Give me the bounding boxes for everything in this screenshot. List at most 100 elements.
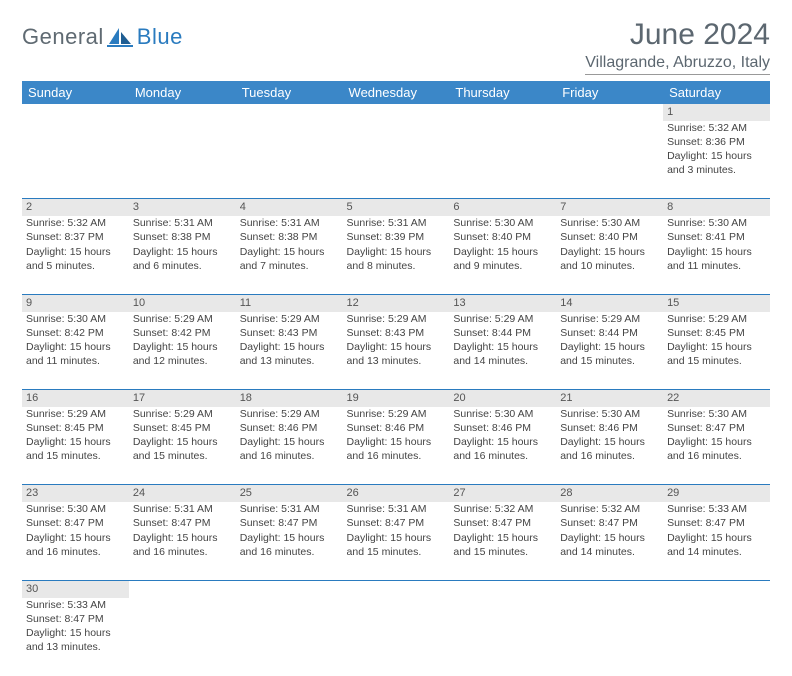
daylight-line: Daylight: 15 hours and 14 minutes. — [560, 531, 659, 559]
day-data-cell: Sunrise: 5:30 AMSunset: 8:40 PMDaylight:… — [556, 216, 663, 294]
day-number-cell: 11 — [236, 294, 343, 311]
sunrise-line: Sunrise: 5:31 AM — [240, 502, 339, 516]
day-data-row: Sunrise: 5:32 AMSunset: 8:36 PMDaylight:… — [22, 121, 770, 199]
daylight-line: Daylight: 15 hours and 15 minutes. — [133, 435, 232, 463]
day-number-cell — [236, 580, 343, 597]
sunset-line: Sunset: 8:47 PM — [560, 516, 659, 530]
day-number-cell: 24 — [129, 485, 236, 502]
day-data-cell: Sunrise: 5:29 AMSunset: 8:44 PMDaylight:… — [556, 312, 663, 390]
day-number-cell: 19 — [343, 390, 450, 407]
day-data-cell: Sunrise: 5:30 AMSunset: 8:46 PMDaylight:… — [556, 407, 663, 485]
day-number-cell: 23 — [22, 485, 129, 502]
day-data-cell: Sunrise: 5:31 AMSunset: 8:38 PMDaylight:… — [236, 216, 343, 294]
day-data-cell: Sunrise: 5:29 AMSunset: 8:45 PMDaylight:… — [663, 312, 770, 390]
daylight-line: Daylight: 15 hours and 15 minutes. — [667, 340, 766, 368]
day-number-cell — [663, 580, 770, 597]
day-data-cell — [236, 598, 343, 676]
daylight-line: Daylight: 15 hours and 14 minutes. — [667, 531, 766, 559]
day-data-cell: Sunrise: 5:30 AMSunset: 8:41 PMDaylight:… — [663, 216, 770, 294]
day-data-cell: Sunrise: 5:29 AMSunset: 8:43 PMDaylight:… — [343, 312, 450, 390]
weekday-header: Wednesday — [343, 81, 450, 104]
weekday-header-row: Sunday Monday Tuesday Wednesday Thursday… — [22, 81, 770, 104]
daylight-line: Daylight: 15 hours and 16 minutes. — [347, 435, 446, 463]
day-number-cell — [343, 104, 450, 121]
weekday-header: Monday — [129, 81, 236, 104]
day-number-cell — [449, 104, 556, 121]
calendar-table: Sunday Monday Tuesday Wednesday Thursday… — [22, 81, 770, 676]
logo-text-blue: Blue — [137, 24, 183, 50]
sunset-line: Sunset: 8:46 PM — [347, 421, 446, 435]
daylight-line: Daylight: 15 hours and 10 minutes. — [560, 245, 659, 273]
daynum-row: 30 — [22, 580, 770, 597]
sunrise-line: Sunrise: 5:29 AM — [133, 312, 232, 326]
logo-text-general: General — [22, 24, 104, 50]
daylight-line: Daylight: 15 hours and 15 minutes. — [26, 435, 125, 463]
day-data-cell — [663, 598, 770, 676]
day-data-cell: Sunrise: 5:29 AMSunset: 8:46 PMDaylight:… — [236, 407, 343, 485]
day-data-cell: Sunrise: 5:31 AMSunset: 8:39 PMDaylight:… — [343, 216, 450, 294]
logo-sails-icon — [107, 26, 133, 48]
daynum-row: 2345678 — [22, 199, 770, 216]
day-number-cell — [129, 580, 236, 597]
sunset-line: Sunset: 8:37 PM — [26, 230, 125, 244]
day-number-cell: 25 — [236, 485, 343, 502]
sunset-line: Sunset: 8:47 PM — [133, 516, 232, 530]
day-number-cell — [449, 580, 556, 597]
daynum-row: 9101112131415 — [22, 294, 770, 311]
day-number-cell: 27 — [449, 485, 556, 502]
day-data-cell — [343, 121, 450, 199]
day-data-cell: Sunrise: 5:32 AMSunset: 8:47 PMDaylight:… — [449, 502, 556, 580]
sunrise-line: Sunrise: 5:29 AM — [347, 312, 446, 326]
day-data-row: Sunrise: 5:30 AMSunset: 8:47 PMDaylight:… — [22, 502, 770, 580]
day-data-cell: Sunrise: 5:31 AMSunset: 8:47 PMDaylight:… — [236, 502, 343, 580]
sunrise-line: Sunrise: 5:31 AM — [133, 216, 232, 230]
sunset-line: Sunset: 8:47 PM — [667, 516, 766, 530]
daylight-line: Daylight: 15 hours and 16 minutes. — [667, 435, 766, 463]
day-data-row: Sunrise: 5:30 AMSunset: 8:42 PMDaylight:… — [22, 312, 770, 390]
sunset-line: Sunset: 8:47 PM — [453, 516, 552, 530]
daylight-line: Daylight: 15 hours and 15 minutes. — [560, 340, 659, 368]
day-number-cell: 6 — [449, 199, 556, 216]
sunrise-line: Sunrise: 5:30 AM — [667, 216, 766, 230]
day-number-cell: 20 — [449, 390, 556, 407]
day-number-cell — [343, 580, 450, 597]
daylight-line: Daylight: 15 hours and 14 minutes. — [453, 340, 552, 368]
daylight-line: Daylight: 15 hours and 16 minutes. — [240, 531, 339, 559]
sunset-line: Sunset: 8:47 PM — [240, 516, 339, 530]
daylight-line: Daylight: 15 hours and 13 minutes. — [240, 340, 339, 368]
weekday-header: Tuesday — [236, 81, 343, 104]
day-data-cell — [449, 121, 556, 199]
sunrise-line: Sunrise: 5:29 AM — [26, 407, 125, 421]
day-data-cell: Sunrise: 5:32 AMSunset: 8:37 PMDaylight:… — [22, 216, 129, 294]
sunset-line: Sunset: 8:45 PM — [26, 421, 125, 435]
day-data-cell — [129, 598, 236, 676]
sunrise-line: Sunrise: 5:33 AM — [26, 598, 125, 612]
sunrise-line: Sunrise: 5:32 AM — [667, 121, 766, 135]
daylight-line: Daylight: 15 hours and 12 minutes. — [133, 340, 232, 368]
day-number-cell: 21 — [556, 390, 663, 407]
sunset-line: Sunset: 8:44 PM — [560, 326, 659, 340]
sunrise-line: Sunrise: 5:31 AM — [133, 502, 232, 516]
sunrise-line: Sunrise: 5:33 AM — [667, 502, 766, 516]
day-number-cell: 7 — [556, 199, 663, 216]
sunset-line: Sunset: 8:46 PM — [240, 421, 339, 435]
sunset-line: Sunset: 8:43 PM — [347, 326, 446, 340]
weekday-header: Sunday — [22, 81, 129, 104]
day-number-cell: 29 — [663, 485, 770, 502]
day-data-cell: Sunrise: 5:32 AMSunset: 8:47 PMDaylight:… — [556, 502, 663, 580]
sunrise-line: Sunrise: 5:32 AM — [560, 502, 659, 516]
header: General Blue June 2024 Villagrande, Abru… — [22, 18, 770, 75]
daylight-line: Daylight: 15 hours and 8 minutes. — [347, 245, 446, 273]
daylight-line: Daylight: 15 hours and 13 minutes. — [26, 626, 125, 654]
day-data-cell: Sunrise: 5:31 AMSunset: 8:47 PMDaylight:… — [343, 502, 450, 580]
sunset-line: Sunset: 8:39 PM — [347, 230, 446, 244]
location: Villagrande, Abruzzo, Italy — [585, 54, 770, 75]
sunset-line: Sunset: 8:46 PM — [453, 421, 552, 435]
sunset-line: Sunset: 8:36 PM — [667, 135, 766, 149]
day-number-cell: 8 — [663, 199, 770, 216]
sunset-line: Sunset: 8:42 PM — [133, 326, 232, 340]
day-number-cell — [129, 104, 236, 121]
day-number-cell: 1 — [663, 104, 770, 121]
day-data-row: Sunrise: 5:33 AMSunset: 8:47 PMDaylight:… — [22, 598, 770, 676]
sunrise-line: Sunrise: 5:29 AM — [667, 312, 766, 326]
